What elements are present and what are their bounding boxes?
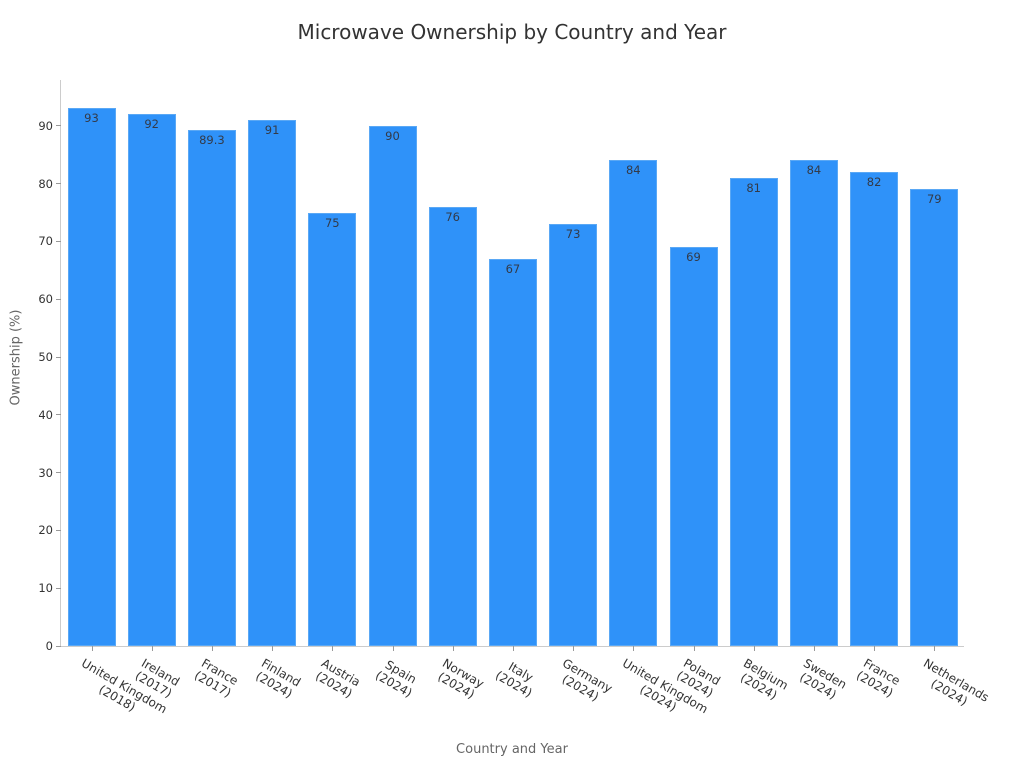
bar-value-label: 79 bbox=[926, 192, 942, 207]
y-tick: 50 bbox=[38, 350, 61, 364]
bar-value-label: 75 bbox=[324, 215, 340, 230]
x-tick bbox=[211, 646, 213, 651]
y-tick-label: 50 bbox=[38, 350, 53, 364]
bar[interactable]: 79 bbox=[910, 189, 959, 646]
bar[interactable]: 92 bbox=[127, 114, 176, 646]
bar-value-label: 93 bbox=[84, 111, 99, 126]
bar-value-label: 90 bbox=[385, 128, 400, 143]
bar[interactable]: 90 bbox=[368, 125, 417, 646]
bar-value-label: 76 bbox=[445, 209, 460, 224]
y-tick: 80 bbox=[38, 177, 61, 191]
x-tick-label: Finland (2024) bbox=[253, 656, 304, 701]
x-tick bbox=[874, 646, 876, 651]
x-tick bbox=[332, 646, 334, 651]
bar[interactable]: 67 bbox=[488, 258, 537, 646]
y-tick-label: 10 bbox=[38, 581, 53, 596]
x-tick bbox=[392, 646, 394, 651]
x-tick bbox=[272, 646, 274, 651]
y-tick: 30 bbox=[38, 466, 61, 480]
bar-value-label: 67 bbox=[505, 261, 521, 276]
x-tick bbox=[512, 646, 514, 651]
bar-value-label: 91 bbox=[264, 123, 280, 138]
x-tick-label: Austria (2024) bbox=[313, 656, 364, 701]
y-tick: 10 bbox=[38, 581, 61, 595]
y-tick-label: 80 bbox=[38, 176, 53, 191]
y-tick: 40 bbox=[38, 408, 61, 422]
bar-value-label: 92 bbox=[144, 117, 159, 132]
y-axis-label: Ownership (%) bbox=[8, 309, 24, 406]
bar-value-label: 82 bbox=[866, 175, 882, 190]
bar[interactable]: 84 bbox=[609, 160, 658, 646]
x-tick-label: Belgium (2024) bbox=[737, 656, 791, 703]
bar[interactable]: 89.3 bbox=[187, 129, 236, 646]
y-tick-label: 30 bbox=[38, 465, 53, 480]
y-tick: 90 bbox=[38, 119, 61, 133]
x-tick bbox=[934, 646, 936, 651]
bar[interactable]: 75 bbox=[308, 212, 357, 646]
y-tick: 70 bbox=[38, 234, 61, 248]
x-tick bbox=[813, 646, 815, 651]
x-tick bbox=[91, 646, 93, 651]
x-tick-label: Norway (2024) bbox=[435, 656, 487, 702]
x-tick-label: France (2024) bbox=[854, 656, 903, 701]
chart-title: Microwave Ownership by Country and Year bbox=[297, 20, 727, 44]
y-tick-label: 40 bbox=[38, 407, 53, 422]
bar-value-label: 81 bbox=[746, 180, 761, 195]
bar[interactable]: 69 bbox=[669, 247, 718, 646]
y-tick-label: 70 bbox=[38, 234, 53, 249]
bar-value-label: 84 bbox=[806, 163, 822, 178]
x-tick-label: Netherlands (2024) bbox=[921, 656, 992, 709]
bar[interactable]: 84 bbox=[789, 160, 838, 646]
bar-value-label: 73 bbox=[565, 227, 581, 242]
bar[interactable]: 81 bbox=[729, 177, 778, 646]
y-tick: 20 bbox=[38, 523, 61, 537]
x-tick bbox=[633, 646, 635, 651]
x-tick-label: Spain (2024) bbox=[372, 657, 419, 701]
x-tick bbox=[693, 646, 695, 651]
x-tick-label: France (2017) bbox=[191, 656, 241, 701]
bar[interactable]: 82 bbox=[850, 172, 899, 646]
bar-value-label: 89.3 bbox=[199, 132, 225, 147]
x-axis-label: Country and Year bbox=[456, 742, 568, 757]
plot-area: 0 10 20 30 40 50 60 70 80 90 93 United Kingdom (201… bbox=[38, 80, 992, 716]
x-tick bbox=[753, 646, 755, 651]
bar[interactable]: 76 bbox=[428, 206, 477, 646]
bar[interactable]: 73 bbox=[549, 224, 598, 646]
x-tick bbox=[452, 646, 454, 651]
y-tick-label: 20 bbox=[38, 523, 53, 538]
bar[interactable]: 91 bbox=[248, 120, 297, 646]
y-tick: 0 bbox=[46, 639, 61, 653]
bar-value-label: 69 bbox=[686, 250, 701, 265]
x-tick-label: Italy (2024) bbox=[492, 659, 536, 701]
y-tick-label: 60 bbox=[38, 292, 53, 307]
x-tick-label: Sweden (2024) bbox=[797, 656, 849, 703]
bar[interactable]: 93 bbox=[67, 108, 116, 646]
y-tick-label: 90 bbox=[38, 118, 53, 133]
x-tick-label: Germany (2024) bbox=[559, 656, 615, 705]
bar-value-label: 84 bbox=[625, 163, 641, 178]
y-tick-label: 0 bbox=[45, 639, 53, 653]
y-tick: 60 bbox=[38, 292, 61, 306]
x-tick bbox=[151, 646, 153, 651]
x-tick bbox=[573, 646, 575, 651]
